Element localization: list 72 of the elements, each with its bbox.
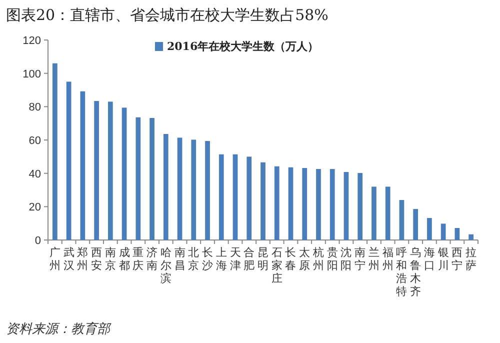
x-tick-label: 南昌 (174, 246, 186, 272)
x-tick-label: 呼和浩特 (396, 246, 408, 298)
bar (163, 134, 168, 240)
y-tick-label: 0 (34, 235, 41, 247)
x-tick-label: 太原 (299, 246, 310, 272)
x-tick-label: 广州 (49, 246, 60, 272)
bar (358, 173, 363, 240)
bar (246, 156, 252, 240)
bar (191, 140, 196, 240)
legend-label: 2016年在校大学生数（万人） (167, 40, 319, 53)
x-tick-label: 合肥 (244, 246, 255, 272)
x-tick-label: 拉萨 (466, 246, 477, 272)
bar (372, 186, 376, 240)
x-tick-label: 成都 (118, 246, 130, 272)
x-tick-label: 上海 (216, 246, 227, 272)
x-tick-label: 武汉 (63, 246, 74, 272)
y-tick-label: 20 (28, 202, 41, 214)
bar (260, 162, 266, 240)
x-tick-label: 重庆 (132, 246, 144, 272)
x-tick-label: 银川 (436, 246, 449, 272)
bar (205, 141, 210, 240)
bar (454, 228, 460, 240)
x-tick-label: 沈阳 (340, 246, 352, 272)
x-tick-label: 哈尔滨 (160, 246, 172, 285)
x-tick-label: 南京 (104, 246, 116, 272)
x-tick-label: 南宁 (354, 246, 366, 272)
y-tick-label: 120 (22, 35, 41, 47)
bar (232, 154, 238, 240)
bar (218, 154, 224, 240)
bar (66, 82, 72, 240)
bar (468, 234, 474, 240)
x-tick-label: 杭州 (312, 246, 324, 272)
x-tick-label: 海口 (424, 246, 435, 272)
x-tick-label: 昆明 (258, 246, 268, 272)
bar (302, 168, 308, 240)
x-tick-label: 兰州 (368, 246, 380, 272)
bar (440, 224, 446, 240)
bar (385, 186, 390, 240)
x-tick-label: 长春 (285, 246, 296, 272)
bar (122, 108, 127, 240)
text: 资料来源：教育部 (6, 321, 112, 337)
x-tick-label: 济南 (146, 246, 158, 272)
bar (52, 63, 58, 240)
bar (150, 118, 154, 240)
x-tick-label: 西安 (91, 246, 102, 272)
bar (344, 172, 349, 240)
y-tick-label: 40 (28, 168, 41, 180)
bar (136, 117, 141, 240)
x-tick-label: 贵阳 (326, 246, 338, 272)
bar (94, 101, 99, 240)
bar (399, 200, 404, 240)
bar (330, 169, 335, 240)
x-tick-label: 北京 (188, 246, 200, 272)
y-tick-label: 80 (28, 102, 41, 114)
x-tick-label: 乌鲁木齐 (410, 246, 422, 298)
bar (413, 209, 418, 240)
y-tick-label: 100 (22, 68, 41, 80)
bar (288, 167, 294, 240)
x-tick-label: 福州 (382, 246, 394, 272)
bar (80, 91, 86, 240)
bar (108, 102, 113, 240)
bar (427, 218, 432, 240)
bar (274, 166, 280, 240)
bar (177, 138, 182, 240)
x-tick-label: 长沙 (202, 246, 214, 272)
x-tick-label: 天津 (230, 246, 241, 272)
bar (316, 169, 321, 240)
x-tick-label: 郑州 (77, 246, 88, 272)
x-tick-label: 西宁 (452, 246, 463, 272)
y-tick-label: 60 (28, 135, 41, 147)
x-tick-label: 石家庄 (271, 246, 282, 285)
chart-title: 图表20：直辖市、省会城市在校大学生数占58% (6, 6, 328, 24)
